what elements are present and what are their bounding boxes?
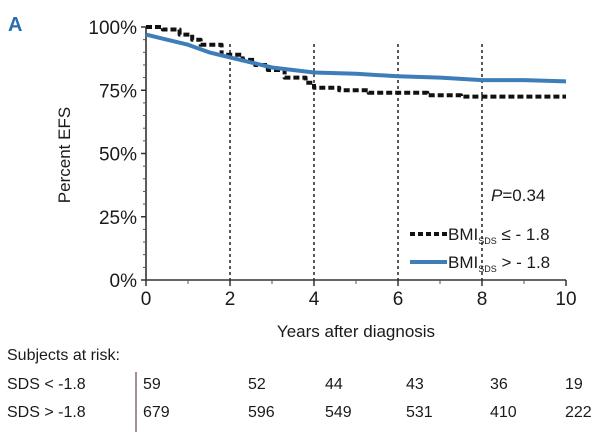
axes [141,26,567,286]
panel-label: A [8,14,22,36]
legend-label-low: BMISDS ≤ - 1.8 [448,225,550,246]
y-tick-label: 0% [110,271,138,292]
legend: BMISDS ≤ - 1.8 BMISDS > - 1.8 [410,225,550,274]
x-axis-title: Years after diagnosis [277,322,435,341]
y-tick-label: 100% [88,18,137,39]
y-tick-labels: 0% 25% 50% 75% 100% [88,18,137,292]
risk-value: 679 [143,404,170,421]
risk-value: 531 [406,404,433,421]
risk-value: 43 [406,376,424,393]
survival-curves [145,25,567,99]
y-tick-label: 25% [99,208,137,229]
y-tick-label: 75% [99,81,137,102]
x-tick-label: 0 [141,289,152,310]
p-value: P=0.34 [491,186,545,205]
y-tick-label: 50% [99,145,137,166]
x-tick-label: 8 [477,289,488,310]
risk-value: 222 [565,404,591,421]
y-axis-title: Percent EFS [55,107,74,203]
risk-table-title: Subjects at risk: [7,347,120,364]
risk-table: Subjects at risk: SDS < -1.8 59 52 44 43 36 19… [7,347,591,432]
x-tick-label: 6 [393,289,404,310]
series-line-2 [145,32,567,84]
risk-value: 19 [565,376,583,393]
risk-row-label: SDS > -1.8 [7,404,86,421]
x-tick-label: 2 [225,289,236,310]
risk-value: 52 [248,376,266,393]
legend-label-high: BMISDS > - 1.8 [448,253,550,274]
risk-value: 410 [490,404,517,421]
x-tick-label: 10 [555,289,576,310]
risk-value: 59 [143,376,161,393]
p-value-number: =0.34 [502,186,545,205]
series-line-1 [146,25,566,99]
risk-value: 596 [248,404,275,421]
risk-row-label: SDS < -1.8 [7,376,86,393]
x-tick-label: 4 [309,289,320,310]
p-value-letter: P [491,186,503,205]
x-tick-labels: 0 2 4 6 8 10 [141,289,577,310]
risk-value: 549 [325,404,352,421]
risk-value: 44 [325,376,343,393]
risk-value: 36 [490,376,508,393]
